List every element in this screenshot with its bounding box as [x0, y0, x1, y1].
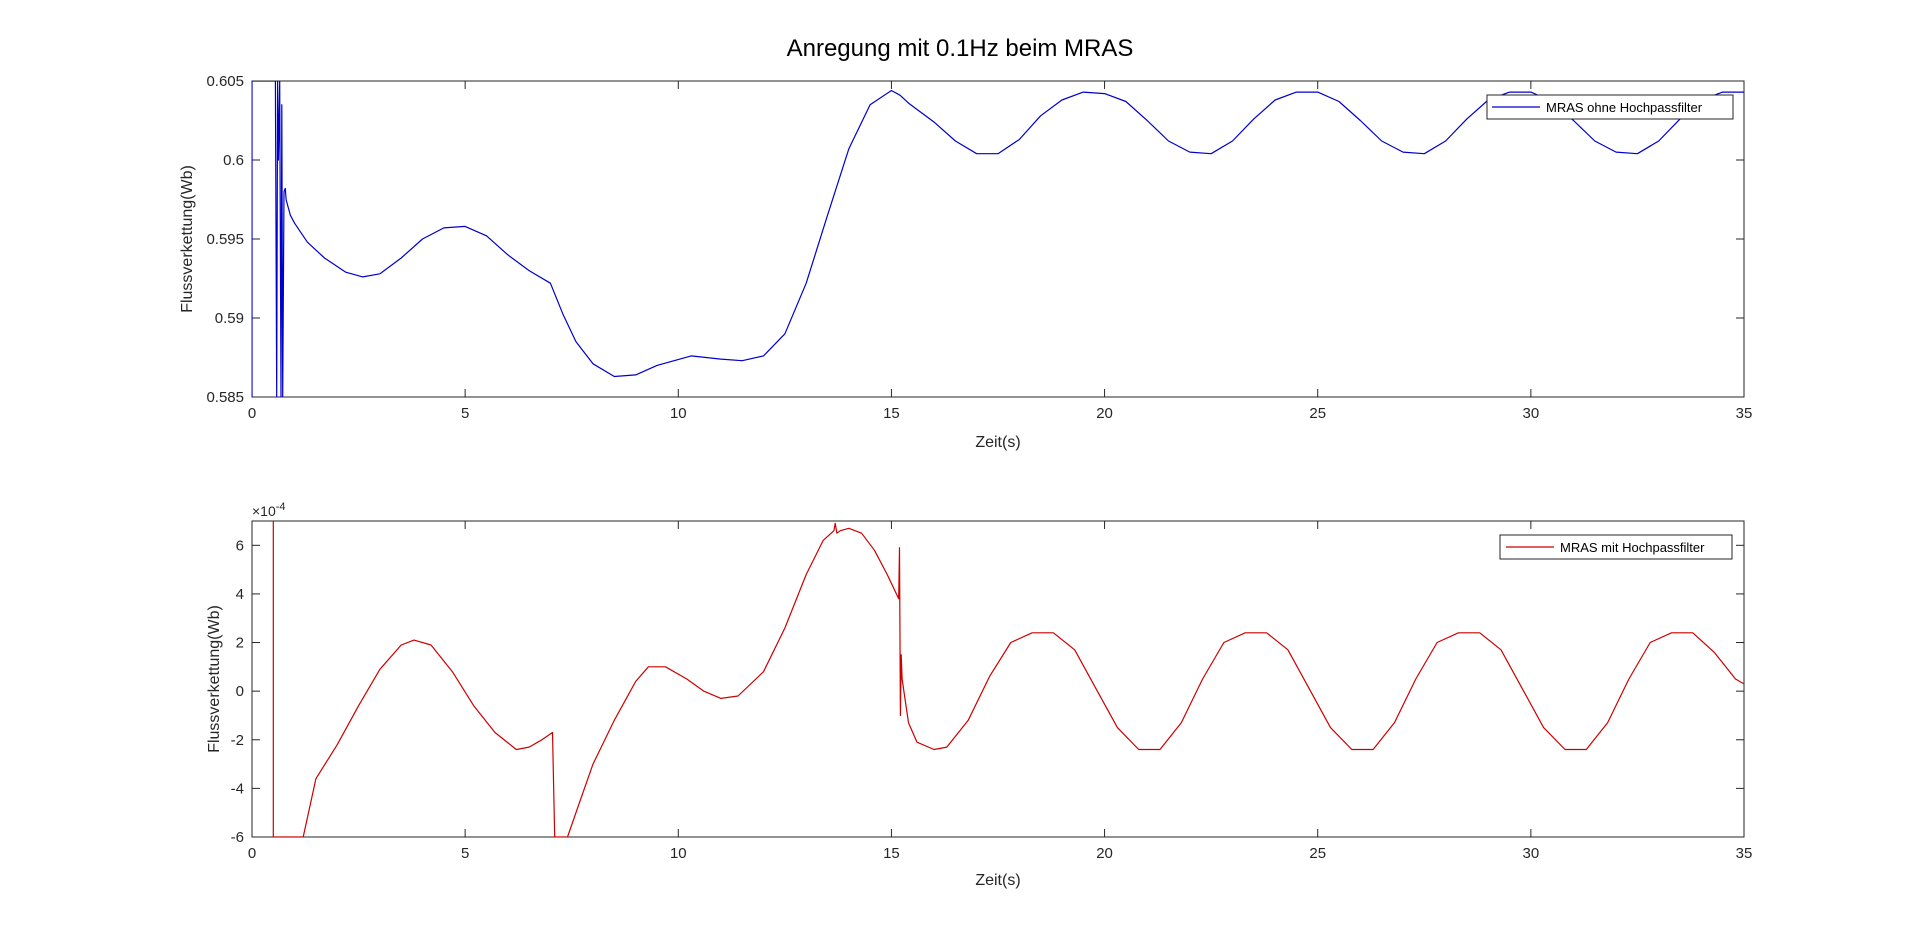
- y-tick-label-top: 0.595: [206, 231, 244, 248]
- series-line-top: [252, 81, 1744, 397]
- y-tick-label-bottom: 2: [236, 635, 244, 652]
- subplot-bottom: 0 5 10 15 20 25 30 35 -6 -4 -2 0 2 4 6 Zeit(s) Flussve…: [206, 501, 1752, 889]
- legend-top: MRAS ohne Hochpassfilter: [1486, 94, 1734, 120]
- ylabel-top: Flussverkettung(Wb): [179, 165, 196, 313]
- series-lines-top: [252, 81, 1744, 397]
- axis-ticks-bottom: 0 5 10 15 20 25 30 35 -6 -4 -2 0 2 4 6: [231, 521, 1753, 862]
- x-tick-label-top: 30: [1523, 405, 1540, 422]
- x-tick-label-top: 10: [670, 405, 687, 422]
- x-tick-label-bottom: 20: [1096, 845, 1113, 862]
- y-tick-label-bottom: -6: [231, 829, 244, 846]
- y-tick-label-bottom: 4: [236, 586, 244, 603]
- plot-area-top: [251, 80, 1745, 398]
- legend-bottom: MRAS mit Hochpassfilter: [1499, 534, 1733, 560]
- y-tick-label-bottom: -2: [231, 732, 244, 749]
- legend-label-bottom: MRAS mit Hochpassfilter: [1560, 540, 1705, 555]
- x-tick-label-top: 20: [1096, 405, 1113, 422]
- y-tick-label-bottom: -4: [231, 780, 244, 797]
- legend-label-top: MRAS ohne Hochpassfilter: [1546, 100, 1703, 115]
- xlabel-top: Zeit(s): [975, 434, 1020, 451]
- y-tick-label-bottom: 0: [236, 683, 244, 700]
- x-tick-label-bottom: 15: [883, 845, 900, 862]
- y-tick-label-top: 0.585: [206, 389, 244, 406]
- y-tick-label-top: 0.59: [215, 310, 244, 327]
- axis-ticks-top: 0 5 10 15 20 25 30 35 0.585 0.59 0.595 0.6 0.605: [206, 73, 1752, 422]
- series-line-bottom: [272, 521, 1744, 837]
- x-tick-label-top: 0: [248, 405, 256, 422]
- x-tick-label-top: 35: [1736, 405, 1753, 422]
- xlabel-bottom: Zeit(s): [975, 872, 1020, 889]
- x-tick-label-bottom: 35: [1736, 845, 1753, 862]
- y-exponent-label: ×10-4: [252, 501, 286, 519]
- x-tick-label-bottom: 30: [1523, 845, 1540, 862]
- x-tick-label-bottom: 25: [1309, 845, 1326, 862]
- y-tick-label-top: 0.6: [223, 152, 244, 169]
- x-tick-label-bottom: 5: [461, 845, 469, 862]
- y-tick-label-top: 0.605: [206, 73, 244, 90]
- subplot-top: 0 5 10 15 20 25 30 35 0.585 0.59 0.595 0.6 0.605 Zei…: [179, 73, 1752, 451]
- ylabel-bottom: Flussverkettung(Wb): [206, 605, 223, 753]
- x-tick-label-top: 5: [461, 405, 469, 422]
- figure-title: Anregung mit 0.1Hz beim MRAS: [787, 35, 1134, 62]
- plot-area-bottom: [251, 520, 1745, 838]
- legend-box-bottom: [1499, 534, 1733, 560]
- x-tick-label-bottom: 0: [248, 845, 256, 862]
- x-tick-label-bottom: 10: [670, 845, 687, 862]
- x-tick-label-top: 25: [1309, 405, 1326, 422]
- y-tick-label-bottom: 6: [236, 537, 244, 554]
- series-lines-bottom: [272, 521, 1744, 837]
- x-tick-label-top: 15: [883, 405, 900, 422]
